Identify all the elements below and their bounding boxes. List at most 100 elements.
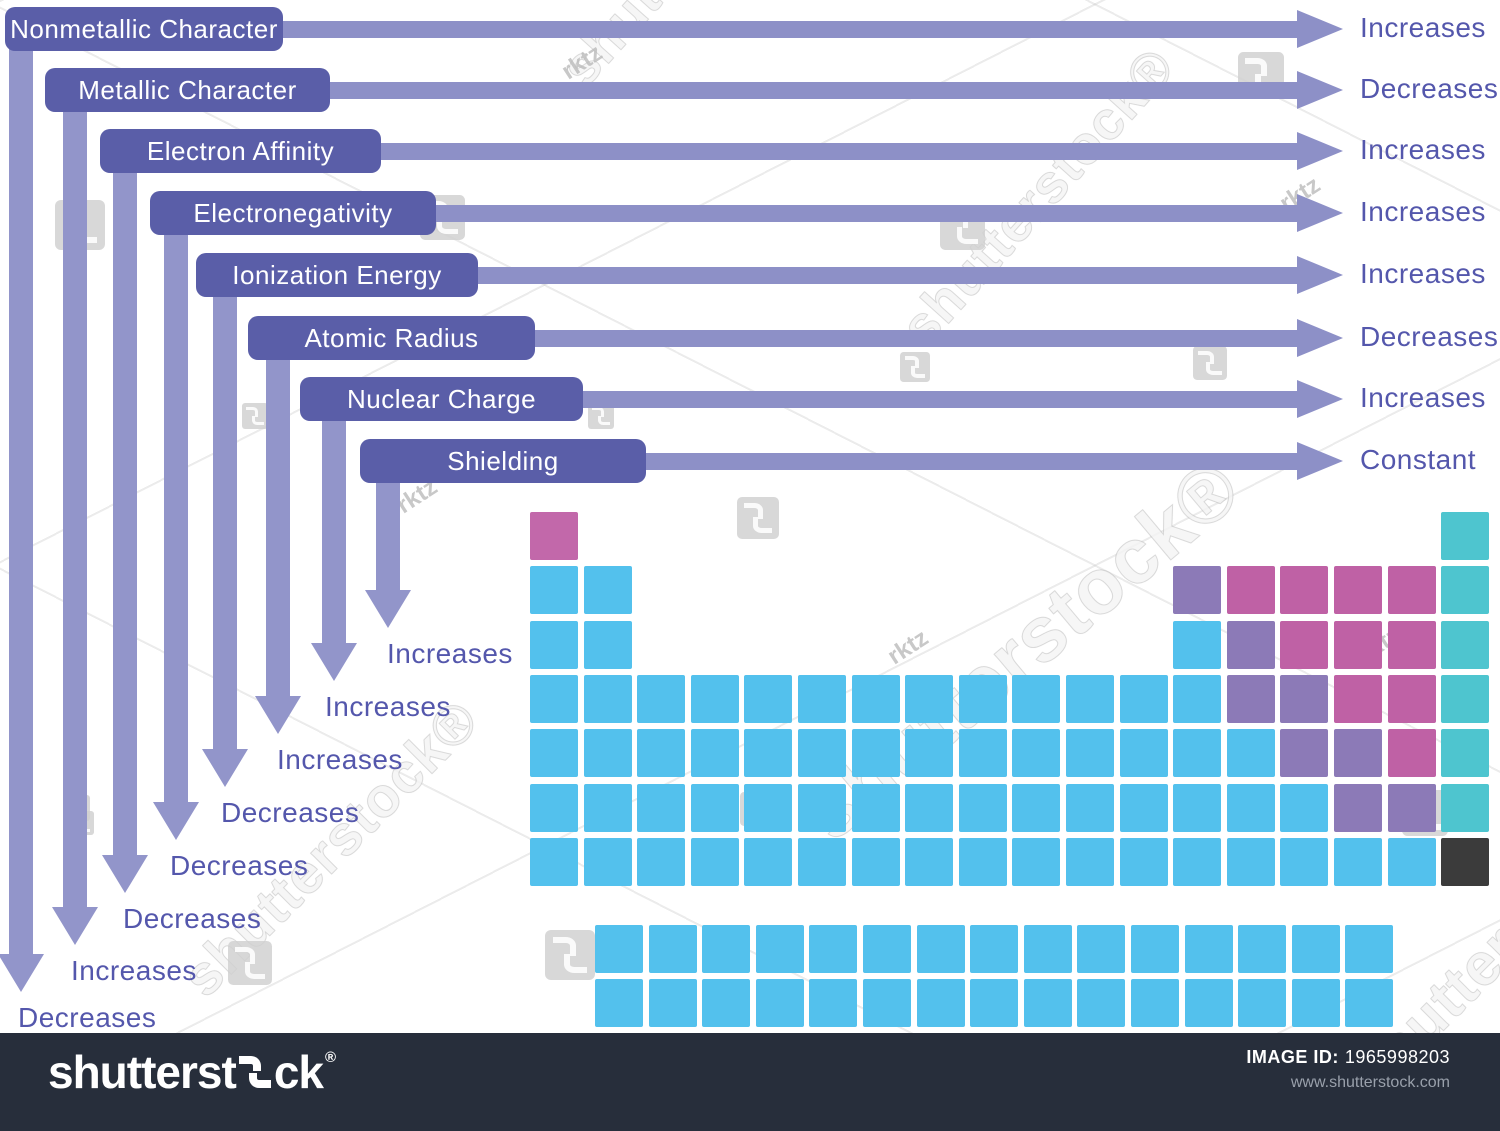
element-cell-metal: [1077, 979, 1126, 1028]
element-cell-metal: [1066, 837, 1114, 886]
registered-mark: ®: [324, 1049, 336, 1066]
element-cell-metal: [1012, 729, 1061, 778]
trend-arrow-right-shaft-electron-affinity: [373, 143, 1300, 160]
element-cell-metal: [690, 837, 739, 886]
trend-pill-label: Electronegativity: [193, 197, 393, 228]
element-cell-metal: [905, 837, 954, 886]
trend-across-label-metallic-character: Decreases: [1360, 73, 1499, 104]
element-cell-metal: [744, 837, 793, 886]
footer-bar: shutterst ck ® IMAGE ID: 1965998203 www.s…: [0, 1033, 1500, 1131]
element-cell-metal: [1066, 783, 1114, 832]
element-cell-metal: [1184, 979, 1233, 1028]
shutter-watermark-icon: [1193, 346, 1227, 380]
element-cell-metal: [690, 783, 739, 832]
trend-pill-nuclear-charge: Nuclear Charge: [300, 377, 583, 421]
element-cell-metal: [1012, 783, 1061, 832]
trend-arrow-right-shaft-nonmetallic-character: [275, 21, 1300, 38]
trend-arrow-down-head-metallic-character: [52, 907, 98, 945]
trend-arrow-right-head-nuclear-charge: [1297, 380, 1343, 418]
trend-arrow-down-shaft-metallic-character: [63, 108, 87, 907]
element-cell-metal: [851, 783, 900, 832]
element-cell-metal: [851, 729, 900, 778]
trend-down-label-nonmetallic-character: Decreases: [18, 1002, 157, 1033]
trend-arrow-right-shaft-atomic-radius: [527, 330, 1300, 347]
element-cell-metal: [1226, 729, 1275, 778]
trend-across-label-electron-affinity: Increases: [1360, 134, 1486, 165]
shutterstock-logo: shutterst ck ®: [48, 1045, 336, 1099]
element-cell-metalloid: [1173, 566, 1222, 615]
element-cell-metal: [958, 783, 1007, 832]
element-cell-nonmetal: [1334, 566, 1382, 615]
element-cell-metal: [798, 837, 846, 886]
trend-down-label-shielding: Increases: [387, 638, 513, 669]
element-cell-metal: [637, 837, 686, 886]
element-cell-metal: [916, 925, 965, 973]
element-cell-hydrogen: [530, 512, 578, 560]
element-cell-metal: [1387, 837, 1436, 886]
trend-arrow-right-head-metallic-character: [1297, 71, 1343, 109]
image-id-label: IMAGE ID:: [1246, 1047, 1339, 1067]
element-cell-metalloid: [1280, 674, 1329, 723]
trend-across-label-electronegativity: Increases: [1360, 196, 1486, 227]
element-cell-metal: [530, 729, 578, 778]
trend-pill-label: Ionization Energy: [232, 259, 442, 290]
trend-across-label-shielding: Constant: [1360, 444, 1477, 475]
element-cell-metal: [1012, 837, 1061, 886]
element-cell-metal: [744, 729, 793, 778]
element-cell-metal: [958, 674, 1007, 723]
element-cell-metal: [583, 783, 632, 832]
element-cell-metal: [1066, 729, 1114, 778]
element-cell-metal: [905, 674, 954, 723]
element-cell-metalloid: [1334, 783, 1382, 832]
element-cell-metal: [1066, 674, 1114, 723]
element-cell-metal: [755, 979, 804, 1028]
element-cell-metal: [1291, 979, 1340, 1028]
element-cell-metal: [798, 674, 846, 723]
trend-pill-label: Shielding: [447, 445, 559, 476]
element-cell-metal: [905, 783, 954, 832]
element-cell-metal: [1280, 837, 1329, 886]
trend-across-label-nonmetallic-character: Increases: [1360, 12, 1486, 43]
trend-arrow-down-head-electron-affinity: [102, 855, 148, 893]
element-cell-metal: [744, 674, 793, 723]
trend-pill-label: Atomic Radius: [304, 322, 479, 353]
element-cell-metal: [702, 925, 751, 973]
trend-arrow-down-shaft-nuclear-charge: [322, 417, 346, 643]
element-cell-metal: [1023, 925, 1072, 973]
element-cell-metal: [637, 783, 686, 832]
element-cell-metal: [851, 674, 900, 723]
trend-pill-label: Nonmetallic Character: [10, 13, 278, 44]
trend-arrow-right-head-shielding: [1297, 442, 1343, 480]
element-cell-metal: [1012, 674, 1061, 723]
element-cell-metal: [648, 979, 697, 1028]
trend-pill-label: Electron Affinity: [146, 135, 335, 166]
element-cell-metal: [583, 566, 632, 615]
watermark-small-text: rktz: [556, 39, 608, 86]
element-cell-metal: [702, 979, 751, 1028]
element-cell-metalloid: [1280, 729, 1329, 778]
element-cell-metalloid: [1387, 783, 1436, 832]
element-cell-metal: [970, 979, 1019, 1028]
shutter-watermark-icon: [737, 497, 779, 539]
trend-arrow-right-shaft-metallic-character: [322, 82, 1300, 99]
element-cell-metal: [958, 729, 1007, 778]
trend-across-label-ionization-energy: Increases: [1360, 258, 1486, 289]
image-id-value: 1965998203: [1344, 1047, 1450, 1067]
element-cell-metal: [1077, 925, 1126, 973]
element-cell-metal: [1131, 925, 1179, 973]
trend-pill-electronegativity: Electronegativity: [150, 191, 436, 235]
trend-arrow-right-shaft-ionization-energy: [470, 267, 1300, 284]
element-cell-metal: [530, 620, 578, 669]
trend-pill-label: Nuclear Charge: [346, 383, 537, 414]
element-cell-nonmetal: [1334, 674, 1382, 723]
element-cell-metal: [863, 979, 911, 1028]
element-cell-nonmetal: [1226, 566, 1275, 615]
element-cell-metal: [809, 925, 858, 973]
trend-pill-metallic-character: Metallic Character: [45, 68, 330, 112]
element-cell-nonmetal: [1334, 620, 1382, 669]
element-cell-metal: [1334, 837, 1382, 886]
element-cell-metal: [648, 925, 697, 973]
element-cell-metal: [595, 925, 643, 973]
trend-across-label-nuclear-charge: Increases: [1360, 382, 1486, 413]
